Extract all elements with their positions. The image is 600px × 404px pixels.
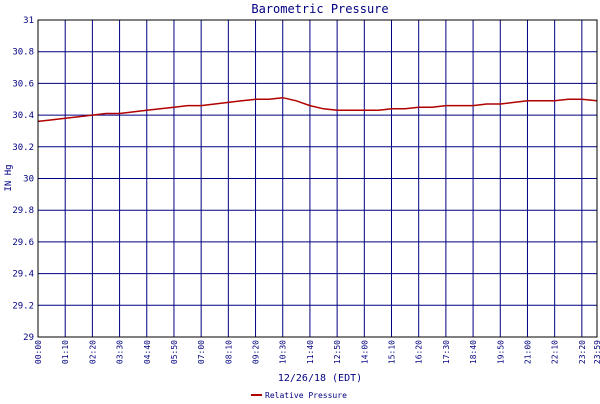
x-tick-label: 14:00 [360,340,369,364]
y-tick-label: 30.4 [12,111,34,121]
x-tick-label: 19:50 [496,340,505,364]
y-tick-label: 30.2 [12,143,34,153]
y-tick-label: 30.8 [12,48,34,58]
legend-label-relative-pressure: Relative Pressure [265,391,347,400]
y-axis-label: IN Hg [4,164,14,191]
x-axis-label: 12/26/18 (EDT) [278,373,362,384]
x-tick-label: 17:30 [442,340,451,364]
x-tick-label: 15:10 [388,340,397,364]
x-tick-label: 12:50 [333,340,342,364]
x-tick-label: 21:00 [523,340,532,364]
x-tick-labels: 00:00 01:10 02:20 03:30 04:40 05:50 07:00 08:10… [34,340,600,364]
y-tick-label: 29.6 [12,238,34,248]
x-tick-label: 10:30 [279,340,288,364]
chart-title: Barometric Pressure [251,2,388,16]
series-line-relative-pressure [37,96,598,123]
y-tick-labels: 29 29.2 29.4 29.6 29.8 30 30.2 30.4 30.6 30.8 31 [12,16,34,343]
y-tick-label: 29.8 [12,206,34,216]
x-tick-label: 22:10 [551,340,560,364]
y-tick-label: 31 [23,16,34,26]
series-layer [37,96,598,123]
y-tick-label: 30 [23,175,34,185]
x-tick-label: 23:59 [593,340,600,364]
y-tick-label: 29.4 [12,270,34,280]
x-tick-label: 03:30 [116,340,125,364]
x-tick-label: 04:40 [143,340,152,364]
x-tick-label: 16:20 [415,340,424,364]
x-tick-label: 08:10 [224,340,233,364]
plot-area-border [37,19,598,338]
x-tick-label: 07:00 [197,340,206,364]
x-tick-label: 23:20 [578,340,587,364]
x-tick-label: 09:20 [252,340,261,364]
x-tick-label: 01:10 [61,340,70,364]
x-tick-label: 11:40 [306,340,315,364]
y-tick-label: 30.6 [12,79,34,89]
y-tick-label: 29.2 [12,301,34,311]
x-tick-label: 18:40 [469,340,478,364]
y-tick-label: 29 [23,333,34,343]
x-tick-label: 05:50 [170,340,179,364]
legend: Relative Pressure [251,391,347,400]
x-tick-label: 00:00 [34,340,43,364]
x-tick-label: 02:20 [88,340,97,364]
